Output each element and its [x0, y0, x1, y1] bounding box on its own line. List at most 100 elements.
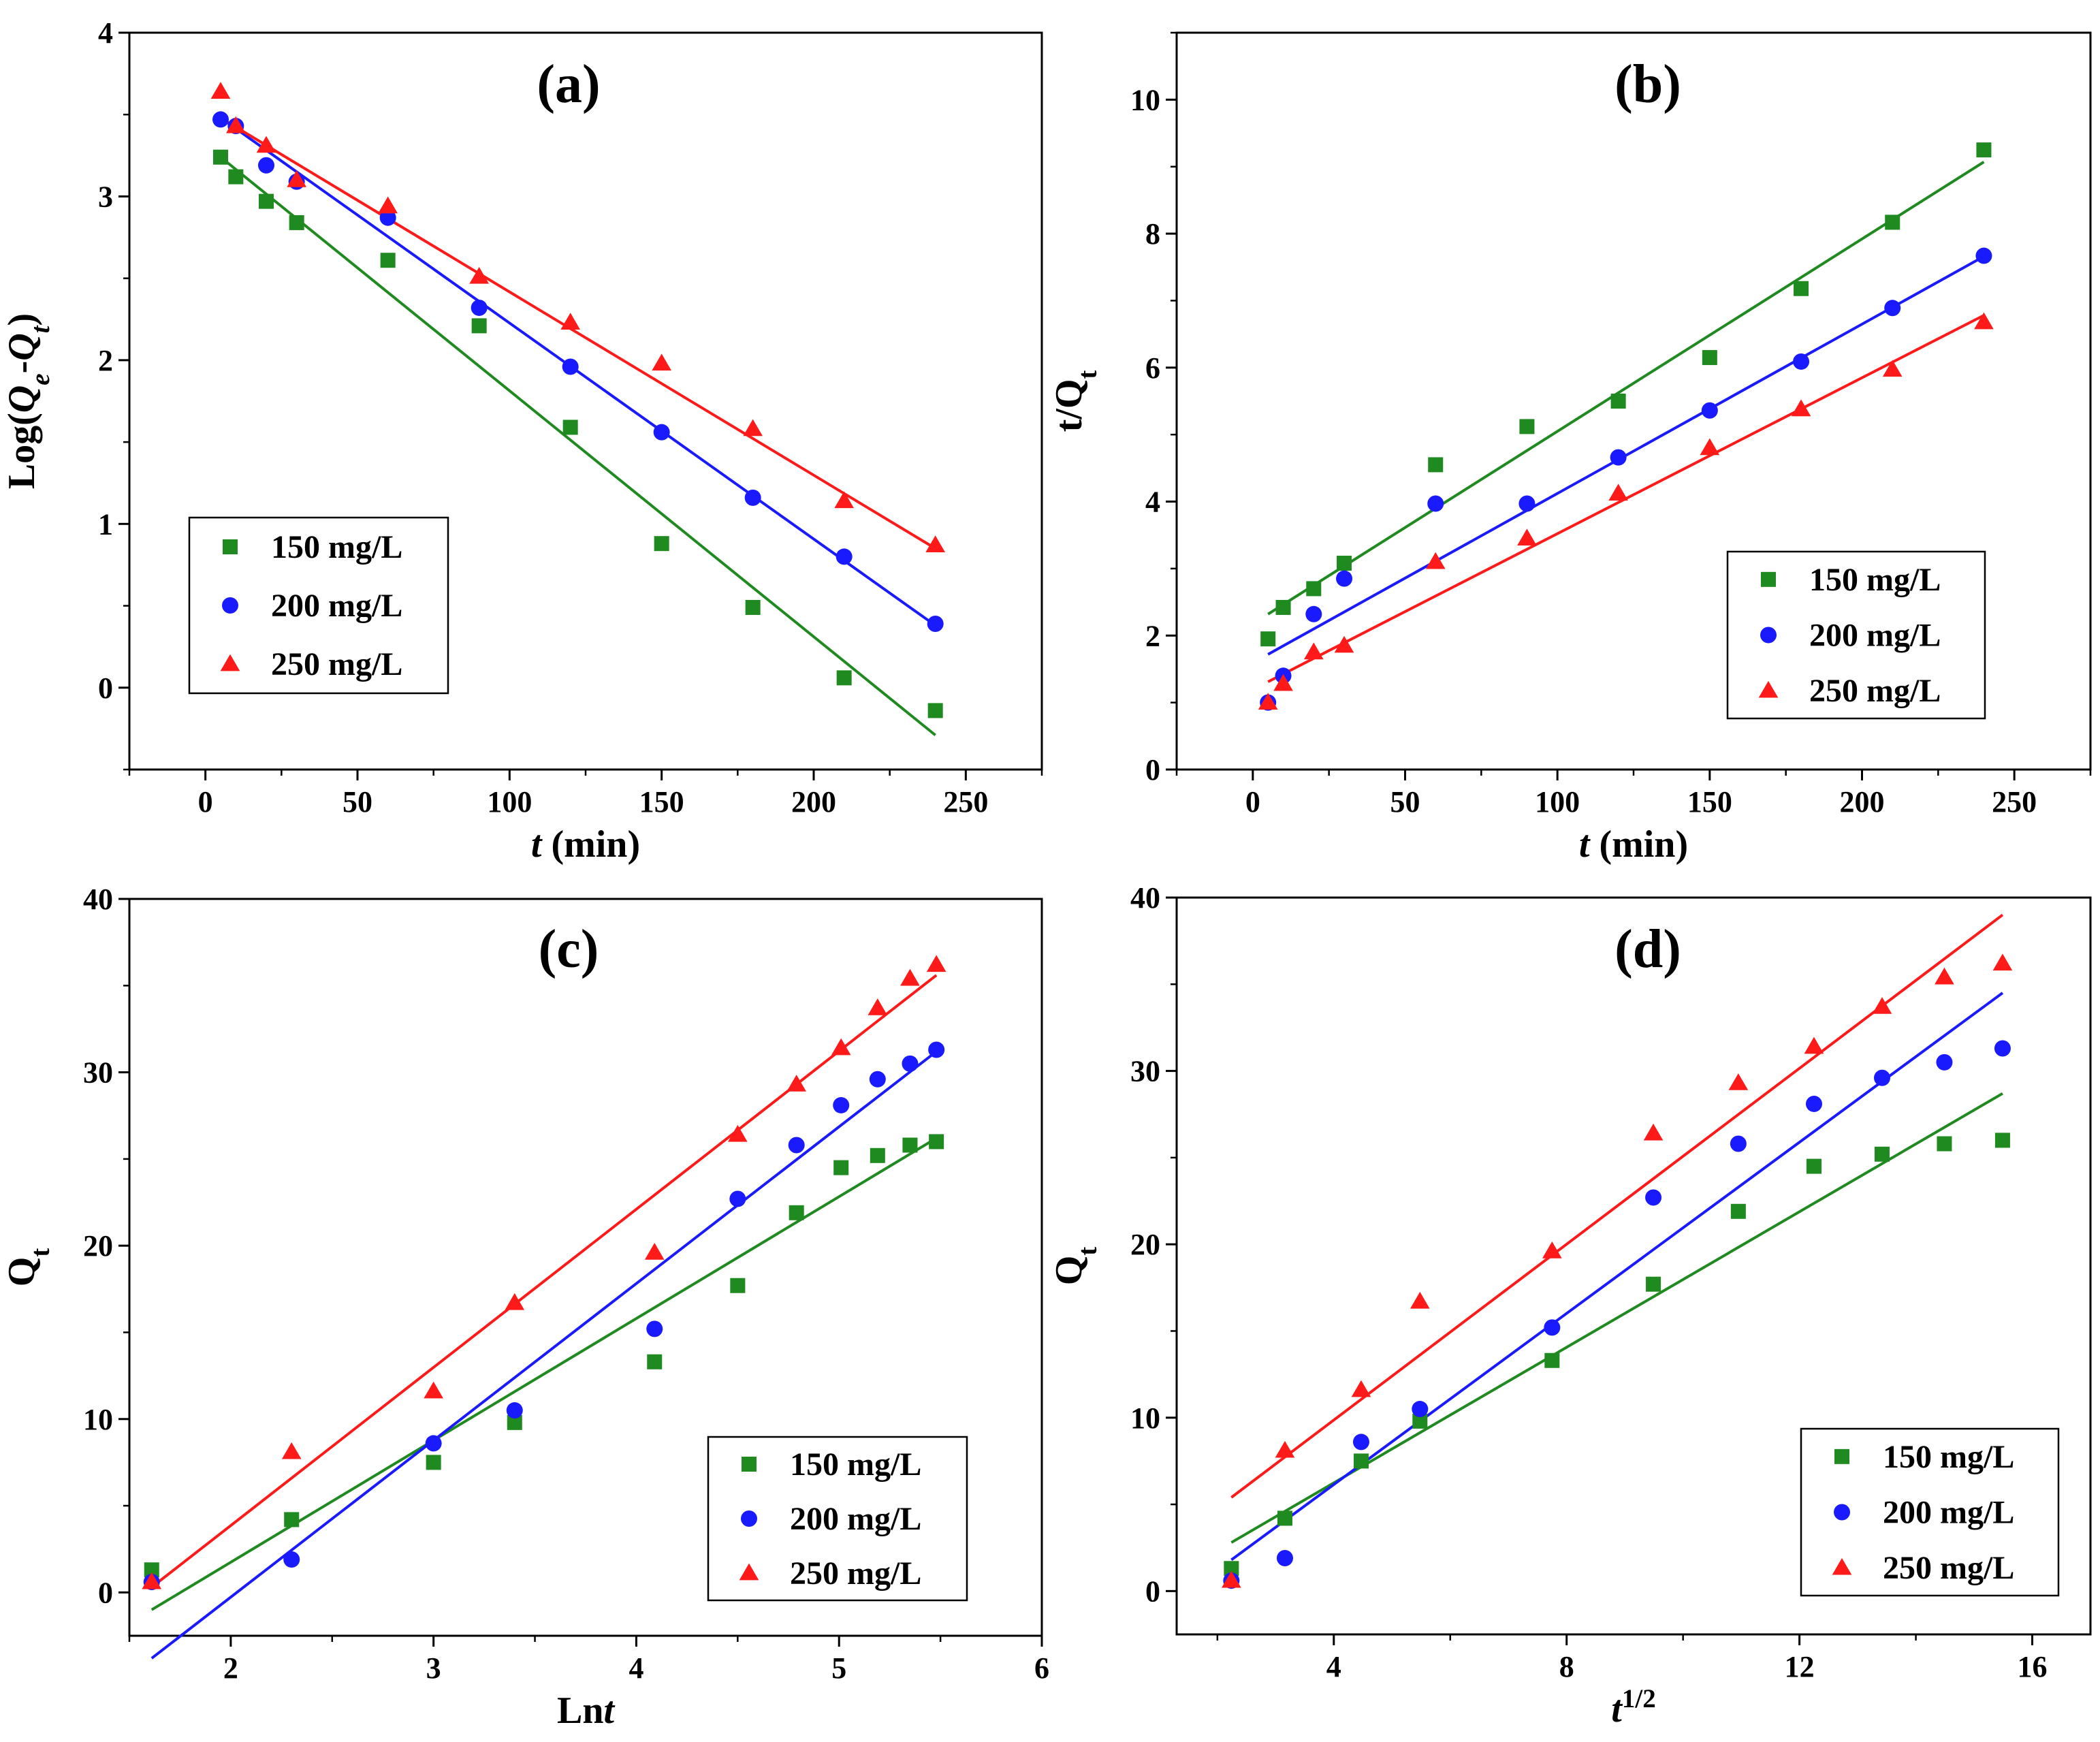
- data-point: [1412, 1401, 1429, 1418]
- x-tick-label: 8: [1559, 1650, 1574, 1683]
- data-point: [1873, 1069, 1890, 1086]
- data-point: [1276, 1549, 1293, 1566]
- data-point: [1306, 581, 1322, 597]
- legend-label: 250 mg/L: [271, 646, 402, 682]
- data-point: [210, 82, 231, 99]
- data-point: [730, 1278, 746, 1293]
- data-point: [1275, 599, 1291, 615]
- x-tick-label: 4: [629, 1651, 643, 1685]
- plot-frame: [1175, 896, 2092, 1636]
- data-point: [647, 1354, 663, 1369]
- data-point: [833, 1096, 850, 1113]
- data-point: [1806, 1158, 1821, 1174]
- data-point: [1224, 1561, 1239, 1577]
- data-point: [213, 149, 228, 165]
- x-axis-label: t (min): [1579, 823, 1688, 866]
- x-tick-label: 5: [831, 1651, 846, 1685]
- data-point: [1643, 1123, 1664, 1141]
- x-tick-label: 150: [639, 785, 684, 819]
- data-point: [1425, 552, 1446, 569]
- data-point: [1794, 281, 1809, 296]
- data-point: [929, 1134, 944, 1150]
- data-point: [1260, 631, 1276, 647]
- data-point: [1517, 528, 1537, 546]
- data-point: [1277, 1510, 1292, 1526]
- data-point: [1610, 394, 1626, 409]
- data-point: [506, 1402, 523, 1419]
- legend-label: 150 mg/L: [1883, 1439, 2014, 1475]
- data-point: [744, 489, 761, 506]
- fit-line: [1230, 913, 2004, 1499]
- y-tick-label: 0: [1145, 1574, 1160, 1608]
- y-tick-label: 2: [98, 344, 113, 377]
- data-point: [1994, 1040, 2011, 1057]
- data-point: [1791, 399, 1811, 417]
- y-tick-label: 6: [1145, 351, 1160, 385]
- data-point: [1428, 457, 1444, 473]
- legend-marker: [1760, 627, 1777, 644]
- y-axis-label: t/Qt: [1048, 370, 1102, 432]
- data-point: [1352, 1434, 1369, 1451]
- data-point: [1702, 350, 1717, 366]
- data-point: [1992, 953, 2013, 971]
- x-tick-label: 250: [943, 785, 988, 819]
- data-point: [836, 670, 852, 686]
- x-axis-label: Lnt: [557, 1690, 616, 1732]
- fit-line: [219, 116, 936, 627]
- legend-label: 200 mg/L: [1809, 618, 1941, 654]
- data-point: [1542, 1241, 1562, 1258]
- data-point: [654, 536, 669, 552]
- fit-line: [1267, 161, 1985, 616]
- data-point: [1412, 1413, 1428, 1429]
- legend-marker: [1832, 1557, 1852, 1575]
- data-point: [1427, 495, 1444, 512]
- data-point: [560, 313, 580, 330]
- data-point: [1793, 353, 1810, 370]
- data-point: [1275, 1440, 1295, 1458]
- data-point: [1730, 1135, 1747, 1152]
- data-point: [505, 1293, 525, 1310]
- panel-a: 0 50 100 150 200 250 0 1 2 3 4 t (min) Log(Qe-Qt) (a)…: [1, 16, 1043, 866]
- data-point: [1544, 1352, 1560, 1368]
- data-point: [380, 253, 396, 268]
- legend-label: 250 mg/L: [790, 1555, 921, 1591]
- legend-marker: [1761, 571, 1776, 587]
- data-point: [1884, 300, 1901, 317]
- data-point: [1935, 967, 1954, 985]
- panel-d: 4 8 12 16 0 10 20 30 40 t1/2 Qt (d) 150 mg/L 200 mg/L…: [1048, 881, 2092, 1730]
- x-tick-label: 50: [1390, 785, 1420, 819]
- x-tick-label: 6: [1034, 1651, 1049, 1685]
- x-tick-label: 0: [198, 785, 213, 819]
- data-point: [1804, 1036, 1824, 1054]
- y-tick-label: 0: [98, 671, 113, 705]
- panel-b: 0 50 100 150 200 250 0 2 4 6 8 10 t (min) t/Qt (b) 150 …: [1048, 31, 2092, 866]
- data-point: [653, 424, 670, 441]
- data-point: [1353, 1453, 1369, 1469]
- data-point: [1334, 635, 1354, 653]
- x-tick-label: 200: [791, 785, 836, 819]
- y-axis-label: Qt: [1, 1248, 55, 1287]
- data-point: [834, 491, 854, 509]
- legend-label: 200 mg/L: [1883, 1495, 2014, 1531]
- data-point: [1730, 1203, 1746, 1219]
- fit-line: [150, 1137, 938, 1611]
- data-point: [788, 1137, 805, 1154]
- data-point: [1882, 360, 1903, 377]
- data-point: [212, 111, 229, 128]
- y-tick-label: 0: [98, 1576, 113, 1609]
- y-axis-label: Log(Qe-Qt): [1, 313, 55, 489]
- data-point: [281, 1442, 302, 1459]
- data-point: [652, 353, 671, 371]
- data-point: [1519, 419, 1535, 434]
- y-tick-label: 40: [83, 883, 113, 916]
- data-point: [868, 998, 888, 1015]
- data-point: [1258, 693, 1278, 710]
- y-tick-label: 2: [1145, 619, 1160, 652]
- data-point: [471, 299, 488, 316]
- data-point: [928, 1041, 945, 1058]
- data-point: [425, 1435, 442, 1452]
- legend-marker: [739, 1563, 759, 1581]
- fit-line: [150, 1050, 938, 1660]
- data-point: [1544, 1319, 1561, 1336]
- y-tick-label: 8: [1145, 217, 1160, 251]
